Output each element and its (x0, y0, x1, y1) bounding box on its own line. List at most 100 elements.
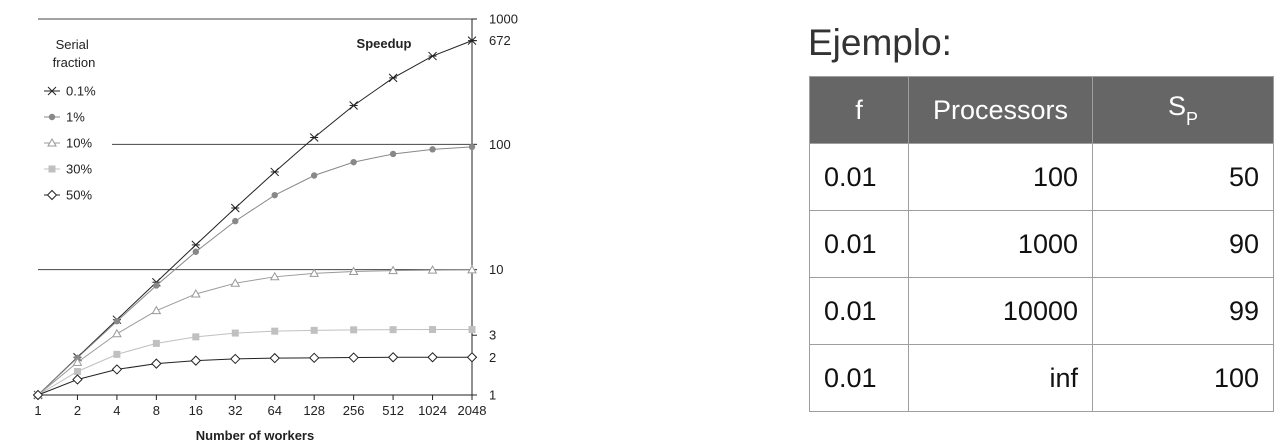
cell-f: 0.01 (809, 344, 909, 412)
legend-item: 30% (44, 162, 92, 177)
data-point (468, 143, 476, 151)
data-point (388, 73, 398, 83)
cell-f: 0.01 (809, 143, 909, 211)
data-point (348, 266, 359, 276)
data-point (192, 248, 200, 255)
data-point (348, 352, 359, 363)
chart-title: Speedup (357, 36, 412, 51)
series-layer (32, 36, 478, 401)
series-line (37, 269, 473, 396)
data-point (112, 328, 122, 338)
y-tick-label: 2 (489, 350, 496, 365)
data-point (151, 305, 162, 315)
x-tick-label: 256 (343, 403, 365, 418)
series-50 (32, 352, 478, 401)
legend-title: Serial fraction (53, 37, 96, 70)
data-point (230, 353, 241, 365)
legend-item: 50% (44, 188, 92, 203)
data-point (271, 327, 279, 335)
data-point (48, 165, 56, 173)
x-tick-label: 1024 (418, 403, 447, 418)
legend-item: 1% (44, 110, 85, 125)
header-sp-sub: P (1186, 108, 1199, 129)
x-tick-label: 32 (228, 403, 242, 418)
x-tick-label: 2 (74, 403, 81, 418)
data-point (151, 358, 162, 369)
data-point (113, 317, 121, 325)
cell-processors: inf (908, 344, 1093, 412)
cell-sp: 90 (1092, 210, 1274, 278)
data-point (389, 326, 397, 334)
header-sp: SP (1092, 76, 1274, 144)
y-tick-label: 1 (489, 388, 496, 403)
x-tick-label: 128 (303, 403, 325, 418)
series-01 (33, 36, 477, 400)
data-point (468, 326, 476, 334)
data-point (427, 265, 438, 274)
header-processors: Processors (908, 76, 1093, 144)
speedup-chart: 1 2 4 8 16 32 64 128 256 512 1024 20481231010067210… (32, 12, 518, 443)
data-point (152, 339, 160, 347)
data-point (387, 352, 399, 363)
data-point (270, 167, 280, 177)
data-point (73, 367, 81, 375)
data-point (427, 352, 438, 363)
data-point (310, 172, 318, 179)
data-point (466, 352, 478, 363)
series-line (37, 329, 472, 396)
chart-legend: Serial fraction 0.1% 1% 10% 30% 50% (44, 37, 96, 203)
table-row: 0.01 inf 100 (809, 344, 1274, 412)
series-line (37, 146, 473, 396)
cell-sp: 50 (1092, 143, 1274, 211)
tick-labels: 1 2 4 8 16 32 64 128 256 512 1024 20481231010067210… (34, 12, 518, 419)
data-point (309, 268, 320, 277)
data-point (191, 240, 201, 250)
y-tick-label: 672 (489, 33, 511, 48)
cell-sp: 99 (1092, 277, 1274, 345)
data-point (48, 113, 56, 121)
x-tick-label: 512 (382, 403, 404, 418)
cell-sp: 100 (1092, 344, 1274, 412)
data-point (231, 329, 239, 337)
cell-f: 0.01 (809, 277, 909, 345)
data-point (47, 86, 57, 96)
table-row: 0.01 100 50 (809, 143, 1274, 211)
data-point (308, 352, 320, 364)
data-point (467, 264, 477, 274)
legend-label: 50% (66, 188, 92, 203)
data-point (349, 101, 358, 110)
x-tick-label: 1 (34, 403, 41, 418)
data-point (271, 191, 278, 199)
data-point (310, 326, 318, 334)
data-point (190, 355, 202, 366)
data-point (230, 278, 241, 287)
legend-label: 0.1% (66, 84, 96, 99)
table-header-row: f Processors SP (809, 76, 1274, 144)
header-f: f (809, 76, 909, 144)
y-tick-label: 100 (489, 137, 511, 152)
data-point (428, 51, 437, 61)
data-point (467, 36, 477, 45)
data-point (388, 265, 398, 275)
legend-label: 1% (66, 110, 85, 125)
data-point (32, 389, 44, 401)
cell-processors: 1000 (908, 210, 1093, 278)
data-point (232, 217, 239, 225)
cell-f: 0.01 (809, 210, 909, 278)
x-axis-label: Number of workers (196, 428, 314, 443)
x-tick-label: 2048 (458, 403, 487, 418)
x-tick-label: 16 (189, 403, 203, 418)
legend-item: 0.1% (44, 84, 96, 99)
series-line (37, 40, 473, 396)
x-tick-label: 8 (153, 403, 160, 418)
y-tick-label: 1000 (489, 12, 518, 27)
data-point (46, 189, 58, 201)
example-table: f Processors SP 0.01 100 50 0.01 1000 90… (809, 76, 1274, 412)
data-point (230, 203, 240, 213)
legend-item: 10% (44, 136, 92, 151)
data-point (350, 326, 358, 334)
data-point (309, 133, 319, 142)
data-point (153, 282, 160, 289)
data-point (111, 364, 123, 375)
data-point (389, 150, 397, 158)
